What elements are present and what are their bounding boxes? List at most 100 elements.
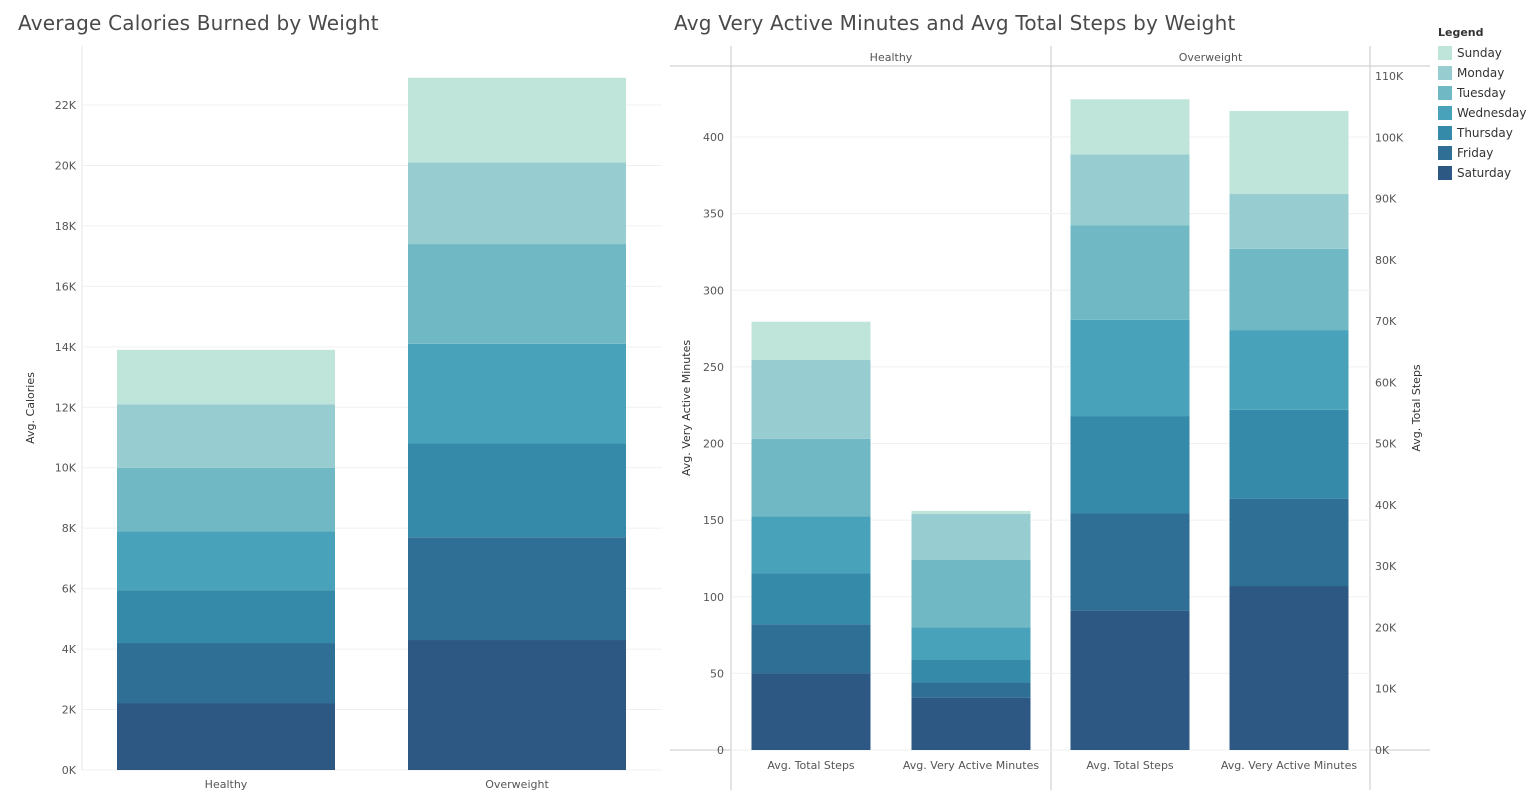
legend-item-saturday[interactable]: Saturday xyxy=(1438,163,1538,183)
steps-y-tick-label: 40K xyxy=(1375,499,1397,512)
minutes-y-tick-label: 250 xyxy=(703,361,724,374)
calories-bar-overweight-monday[interactable] xyxy=(408,162,626,245)
calories-bar-overweight-friday[interactable] xyxy=(408,537,626,641)
steps-bar-overweight-saturday[interactable] xyxy=(1070,610,1190,750)
steps-y-tick-label: 110K xyxy=(1375,70,1404,83)
legend-label: Thursday xyxy=(1457,126,1513,140)
panel-label-healthy: Healthy xyxy=(870,51,913,64)
steps-y-tick-label: 70K xyxy=(1375,315,1397,328)
legend-item-thursday[interactable]: Thursday xyxy=(1438,123,1538,143)
calories-bar-overweight-sunday[interactable] xyxy=(408,77,626,163)
panel-label-overweight: Overweight xyxy=(1179,51,1243,64)
calories-bar-overweight-tuesday[interactable] xyxy=(408,244,626,344)
minutes-bar-healthy-wednesday[interactable] xyxy=(911,627,1031,660)
minutes-bar-healthy-tuesday[interactable] xyxy=(911,559,1031,628)
chart-title-activity: Avg Very Active Minutes and Avg Total St… xyxy=(674,11,1236,35)
minutes-bar-overweight-saturday[interactable] xyxy=(1229,586,1349,750)
minutes-y-tick-label: 350 xyxy=(703,208,724,221)
steps-y-tick-label: 80K xyxy=(1375,254,1397,267)
steps-bar-healthy-thursday[interactable] xyxy=(751,573,871,625)
legend-item-tuesday[interactable]: Tuesday xyxy=(1438,83,1538,103)
calories-bar-healthy-saturday[interactable] xyxy=(117,703,335,771)
activity-x-tick-label: Avg. Total Steps xyxy=(1086,759,1174,772)
minutes-y-tick-label: 400 xyxy=(703,131,724,144)
calories-y-tick-label: 14K xyxy=(55,341,77,354)
calories-chart: 0K 2K 4K 6K 8K 10K 12K 14K 16K 18K 20K 22K Avg. Calo… xyxy=(24,46,662,791)
steps-y-tick-label: 50K xyxy=(1375,438,1397,451)
steps-bar-healthy-friday[interactable] xyxy=(751,624,871,674)
minutes-bar-overweight-monday[interactable] xyxy=(1229,193,1349,249)
calories-bar-healthy-monday[interactable] xyxy=(117,404,335,468)
minutes-bar-healthy-thursday[interactable] xyxy=(911,659,1031,683)
calories-bar-healthy-wednesday[interactable] xyxy=(117,531,335,591)
calories-y-tick-label: 18K xyxy=(55,220,77,233)
minutes-bar-healthy-monday[interactable] xyxy=(911,513,1031,560)
steps-bar-overweight-tuesday[interactable] xyxy=(1070,225,1190,320)
steps-bar-healthy-tuesday[interactable] xyxy=(751,438,871,517)
calories-bar-healthy-friday[interactable] xyxy=(117,643,335,704)
steps-y-tick-label: 90K xyxy=(1375,193,1397,206)
calories-y-tick-label: 4K xyxy=(62,643,77,656)
steps-bar-healthy-saturday[interactable] xyxy=(751,673,871,750)
calories-y-tick-label: 12K xyxy=(55,401,77,414)
legend-swatch xyxy=(1438,166,1452,180)
steps-bar-healthy-wednesday[interactable] xyxy=(751,516,871,574)
legend-item-wednesday[interactable]: Wednesday xyxy=(1438,103,1538,123)
legend-label: Tuesday xyxy=(1457,86,1506,100)
calories-x-tick-label: Healthy xyxy=(205,778,248,791)
calories-y-tick-label: 22K xyxy=(55,99,77,112)
minutes-bar-healthy-friday[interactable] xyxy=(911,682,1031,698)
calories-y-axis-title: Avg. Calories xyxy=(24,372,37,444)
legend-label: Monday xyxy=(1457,66,1505,80)
activity-x-tick-label: Avg. Very Active Minutes xyxy=(1221,759,1357,772)
minutes-bar-healthy-sunday[interactable] xyxy=(911,510,1031,514)
minutes-y-axis-title: Avg. Very Active Minutes xyxy=(680,340,693,476)
legend-items: Sunday Monday Tuesday Wednesday Thursday Frid… xyxy=(1438,43,1538,183)
minutes-y-tick-label: 100 xyxy=(703,591,724,604)
steps-bar-healthy-monday[interactable] xyxy=(751,359,871,439)
legend-swatch xyxy=(1438,66,1452,80)
steps-y-tick-label: 0K xyxy=(1375,744,1390,757)
steps-bar-overweight-wednesday[interactable] xyxy=(1070,319,1190,417)
calories-y-tick-label: 6K xyxy=(62,583,77,596)
legend-swatch xyxy=(1438,86,1452,100)
minutes-y-tick-label: 200 xyxy=(703,438,724,451)
legend: Legend Sunday Monday Tuesday Wednesday Thurs… xyxy=(1438,26,1538,183)
steps-bar-healthy-sunday[interactable] xyxy=(751,321,871,360)
steps-bar-overweight-sunday[interactable] xyxy=(1070,99,1190,155)
steps-bar-overweight-monday[interactable] xyxy=(1070,154,1190,226)
legend-item-monday[interactable]: Monday xyxy=(1438,63,1538,83)
steps-bar-overweight-thursday[interactable] xyxy=(1070,416,1190,514)
steps-y-tick-label: 60K xyxy=(1375,376,1397,389)
calories-bar-overweight-wednesday[interactable] xyxy=(408,343,626,444)
chart-title-calories: Average Calories Burned by Weight xyxy=(18,11,379,35)
calories-bar-healthy-sunday[interactable] xyxy=(117,349,335,405)
legend-swatch xyxy=(1438,126,1452,140)
activity-chart: 0 50 100 150 200 250 300 350 400 0K 10K 20K 30K 40K 50… xyxy=(670,46,1430,790)
calories-y-tick-label: 20K xyxy=(55,159,77,172)
legend-swatch xyxy=(1438,146,1452,160)
activity-x-tick-label: Avg. Very Active Minutes xyxy=(903,759,1039,772)
legend-label: Sunday xyxy=(1457,46,1502,60)
minutes-bar-overweight-sunday[interactable] xyxy=(1229,110,1349,194)
minutes-y-tick-label: 150 xyxy=(703,514,724,527)
activity-x-tick-label: Avg. Total Steps xyxy=(767,759,855,772)
calories-bar-overweight-saturday[interactable] xyxy=(408,640,626,770)
steps-y-axis-title: Avg. Total Steps xyxy=(1410,364,1423,452)
legend-item-sunday[interactable]: Sunday xyxy=(1438,43,1538,63)
legend-label: Saturday xyxy=(1457,166,1512,180)
legend-label: Wednesday xyxy=(1457,106,1527,120)
minutes-bar-overweight-tuesday[interactable] xyxy=(1229,248,1349,331)
steps-bar-overweight-friday[interactable] xyxy=(1070,513,1190,611)
legend-label: Friday xyxy=(1457,146,1494,160)
calories-bar-healthy-thursday[interactable] xyxy=(117,590,335,644)
legend-item-friday[interactable]: Friday xyxy=(1438,143,1538,163)
calories-y-tick-label: 10K xyxy=(55,462,77,475)
minutes-bar-overweight-friday[interactable] xyxy=(1229,498,1349,587)
calories-bar-overweight-thursday[interactable] xyxy=(408,443,626,538)
legend-swatch xyxy=(1438,46,1452,60)
calories-bar-healthy-tuesday[interactable] xyxy=(117,467,335,532)
minutes-bar-healthy-saturday[interactable] xyxy=(911,697,1031,750)
minutes-bar-overweight-thursday[interactable] xyxy=(1229,409,1349,499)
minutes-bar-overweight-wednesday[interactable] xyxy=(1229,330,1349,410)
